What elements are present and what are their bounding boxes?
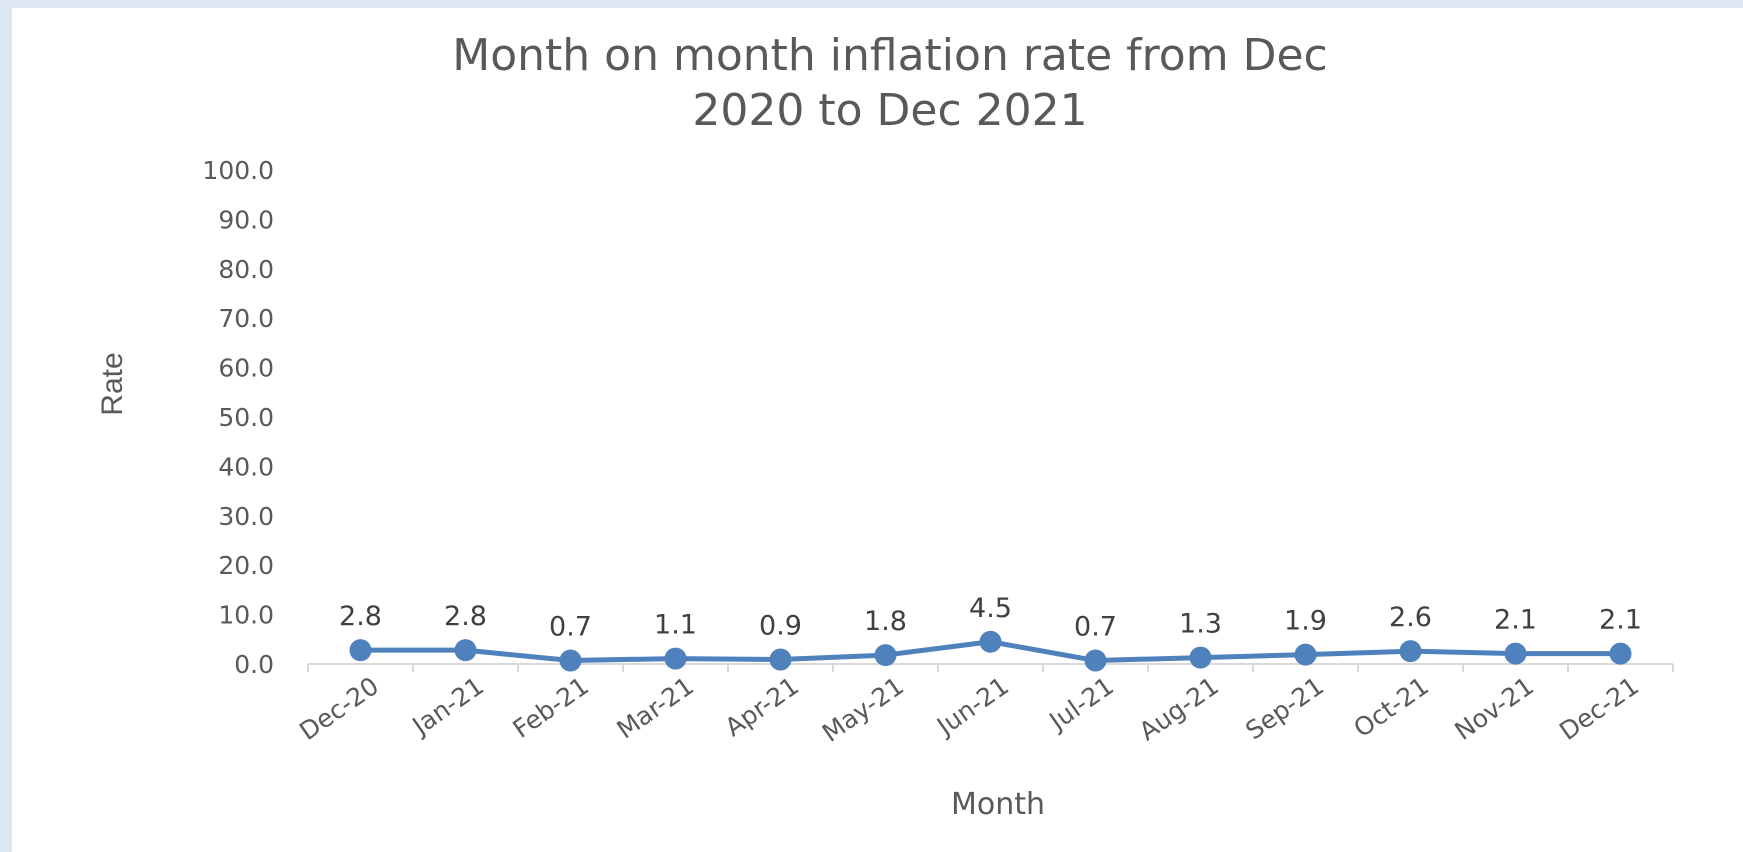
- data-point-marker: [559, 649, 582, 672]
- data-label: 1.3: [1179, 609, 1222, 640]
- x-category-label: Jan-21: [406, 671, 489, 741]
- x-category-label: May-21: [817, 671, 909, 748]
- y-tick-label: 90.0: [218, 205, 274, 234]
- data-point-marker: [979, 630, 1002, 653]
- data-point-marker: [1084, 649, 1107, 672]
- data-label: 1.8: [864, 606, 907, 637]
- x-category-label: Mar-21: [612, 671, 699, 744]
- data-label: 4.5: [969, 593, 1012, 624]
- x-category-label: Dec-21: [1554, 671, 1644, 746]
- data-label: 1.9: [1284, 606, 1327, 637]
- data-point-marker: [1399, 640, 1422, 663]
- data-point-marker: [454, 639, 477, 662]
- y-axis-title: Rate: [96, 352, 129, 415]
- y-tick-label: 0.0: [234, 650, 274, 679]
- y-tick-label: 30.0: [218, 502, 274, 531]
- data-label: 0.9: [759, 611, 802, 642]
- chart-frame: Month on month inflation rate from Dec 2…: [12, 8, 1743, 852]
- data-point-marker: [1504, 642, 1527, 665]
- line-chart: Month on month inflation rate from Dec 2…: [96, 30, 1674, 822]
- x-category-label: Sep-21: [1240, 671, 1329, 745]
- x-category-label: Jul-21: [1043, 671, 1119, 737]
- data-label: 0.7: [549, 612, 592, 643]
- y-tick-label: 50.0: [218, 403, 274, 432]
- x-axis-title: Month: [951, 787, 1045, 822]
- data-label: 1.1: [654, 610, 697, 641]
- data-label: 2.8: [444, 601, 487, 632]
- data-point-marker: [1609, 642, 1632, 665]
- x-axis-ticks: [307, 664, 1674, 672]
- data-point-marker: [1294, 643, 1317, 666]
- data-point-marker: [349, 639, 372, 662]
- chart-title-line-1: Month on month inflation rate from Dec: [452, 30, 1327, 81]
- y-tick-label: 10.0: [218, 601, 274, 630]
- data-point-marker: [874, 644, 897, 667]
- x-category-label: Jun-21: [930, 671, 1014, 742]
- x-category-label: Oct-21: [1348, 671, 1433, 743]
- y-tick-label: 80.0: [218, 255, 274, 284]
- x-category-label: Apr-21: [720, 671, 804, 742]
- y-tick-label: 40.0: [218, 452, 274, 481]
- data-point-marker: [769, 648, 792, 671]
- data-point-marker: [1189, 646, 1212, 669]
- data-label: 2.6: [1389, 602, 1432, 633]
- x-category-label: Aug-21: [1134, 671, 1224, 746]
- y-tick-label: 20.0: [218, 551, 274, 580]
- data-label: 2.1: [1599, 605, 1642, 636]
- data-point-marker: [664, 647, 687, 670]
- x-axis-categories: Dec-20 Jan-21 Feb-21 Mar-21 Apr-21 May-21 Jun-…: [294, 671, 1644, 748]
- data-label: 0.7: [1074, 612, 1117, 643]
- data-label: 2.1: [1494, 605, 1537, 636]
- chart-title-line-2: 2020 to Dec 2021: [692, 85, 1087, 136]
- y-tick-label: 70.0: [218, 304, 274, 333]
- series-line-group: 2.8 2.8 0.7 1.1 0.9 1.8 4.5 0.7 1.3 1.9 2.6 2.1 2.1: [339, 593, 1642, 672]
- y-tick-label: 100.0: [202, 156, 274, 185]
- y-tick-label: 60.0: [218, 354, 274, 383]
- x-category-label: Dec-20: [294, 671, 384, 746]
- y-axis-ticks: 0.0 10.0 20.0 30.0 40.0 50.0 60.0 70.0 80.0 90.0 1…: [202, 156, 274, 679]
- data-label: 2.8: [339, 601, 382, 632]
- x-category-label: Nov-21: [1449, 671, 1538, 746]
- x-category-label: Feb-21: [508, 671, 594, 744]
